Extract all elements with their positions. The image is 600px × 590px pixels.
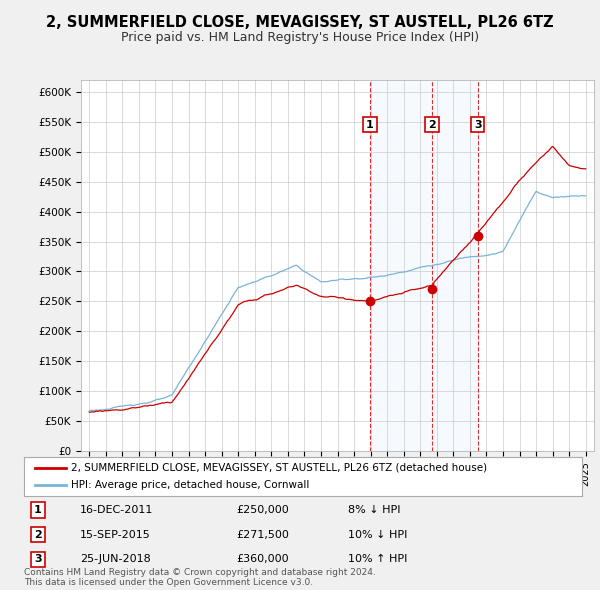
Text: 2: 2 (428, 120, 436, 130)
Text: 1: 1 (34, 505, 42, 514)
Text: 3: 3 (474, 120, 482, 130)
Text: 2, SUMMERFIELD CLOSE, MEVAGISSEY, ST AUSTELL, PL26 6TZ: 2, SUMMERFIELD CLOSE, MEVAGISSEY, ST AUS… (46, 15, 554, 30)
Text: Price paid vs. HM Land Registry's House Price Index (HPI): Price paid vs. HM Land Registry's House … (121, 31, 479, 44)
Text: 15-SEP-2015: 15-SEP-2015 (80, 530, 151, 539)
Text: 8% ↓ HPI: 8% ↓ HPI (347, 505, 400, 514)
Text: £250,000: £250,000 (236, 505, 289, 514)
Text: 10% ↑ HPI: 10% ↑ HPI (347, 555, 407, 564)
Bar (370, 80, 478, 451)
Text: 10% ↓ HPI: 10% ↓ HPI (347, 530, 407, 539)
Text: £271,500: £271,500 (236, 530, 289, 539)
Text: 16-DEC-2011: 16-DEC-2011 (80, 505, 153, 514)
Text: 2, SUMMERFIELD CLOSE, MEVAGISSEY, ST AUSTELL, PL26 6TZ (detached house): 2, SUMMERFIELD CLOSE, MEVAGISSEY, ST AUS… (71, 463, 488, 473)
Text: HPI: Average price, detached house, Cornwall: HPI: Average price, detached house, Corn… (71, 480, 310, 490)
Text: 3: 3 (34, 555, 42, 564)
Text: 2: 2 (34, 530, 42, 539)
Text: Contains HM Land Registry data © Crown copyright and database right 2024.
This d: Contains HM Land Registry data © Crown c… (24, 568, 376, 587)
Text: 1: 1 (366, 120, 374, 130)
Text: 25-JUN-2018: 25-JUN-2018 (80, 555, 151, 564)
Text: £360,000: £360,000 (236, 555, 289, 564)
